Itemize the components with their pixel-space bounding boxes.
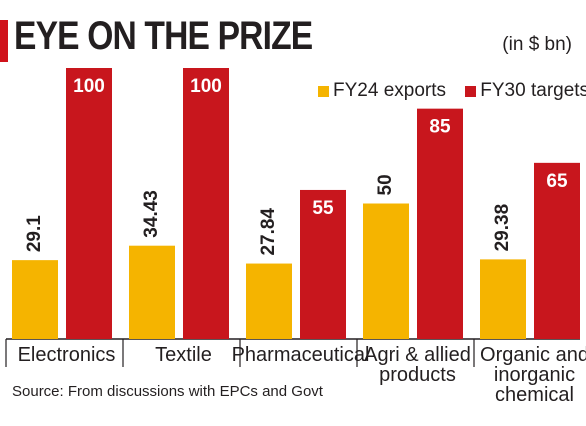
value-label-fy24-3: 50 xyxy=(375,174,396,195)
value-label-fy30-0: 100 xyxy=(73,76,105,97)
value-label-fy30-4: 65 xyxy=(546,171,568,192)
bar-fy30-2 xyxy=(300,189,346,339)
value-label-fy30-2: 55 xyxy=(312,198,334,219)
category-label-2: Pharmaceutical xyxy=(232,344,370,366)
chart-title: EYE ON THE PRIZE xyxy=(14,14,313,58)
bar-fy30-0 xyxy=(66,68,112,339)
legend-swatch-fy30 xyxy=(465,85,477,97)
bar-fy24-4 xyxy=(480,259,526,339)
value-label-fy24-2: 27.84 xyxy=(258,208,279,256)
bar-fy24-1 xyxy=(129,245,175,339)
legend-swatch-fy24 xyxy=(318,85,329,97)
units-label: (in $ bn) xyxy=(502,34,572,55)
value-label-fy24-0: 29.1 xyxy=(24,215,45,252)
value-label-fy24-4: 29.38 xyxy=(492,204,513,252)
bar-fy30-4 xyxy=(534,162,580,339)
bar-fy24-2 xyxy=(246,263,292,339)
bar-fy24-0 xyxy=(12,260,58,339)
category-label-0: Electronics xyxy=(18,344,116,366)
legend-item-fy24: FY24 exports xyxy=(318,80,446,102)
bar-fy24-3 xyxy=(363,203,409,339)
category-label-4: Organic and inorganic chemical xyxy=(480,344,586,406)
source-note: Source: From discussions with EPCs and G… xyxy=(12,383,323,400)
bar-fy30-3 xyxy=(417,108,463,340)
legend-label-fy24: FY24 exports xyxy=(333,80,446,101)
legend-item-fy30: FY30 targets xyxy=(465,80,586,102)
category-label-1: Textile xyxy=(155,344,212,366)
category-label-3: Agri & allied products xyxy=(364,344,471,386)
legend-label-fy30: FY30 targets xyxy=(480,80,586,101)
title-accent-bar xyxy=(0,20,8,62)
legend: FY24 exports FY30 targets xyxy=(318,80,586,103)
value-label-fy30-1: 100 xyxy=(190,76,222,97)
bar-fy30-1 xyxy=(183,68,229,339)
value-label-fy30-3: 85 xyxy=(429,117,451,138)
value-label-fy24-1: 34.43 xyxy=(141,190,162,238)
